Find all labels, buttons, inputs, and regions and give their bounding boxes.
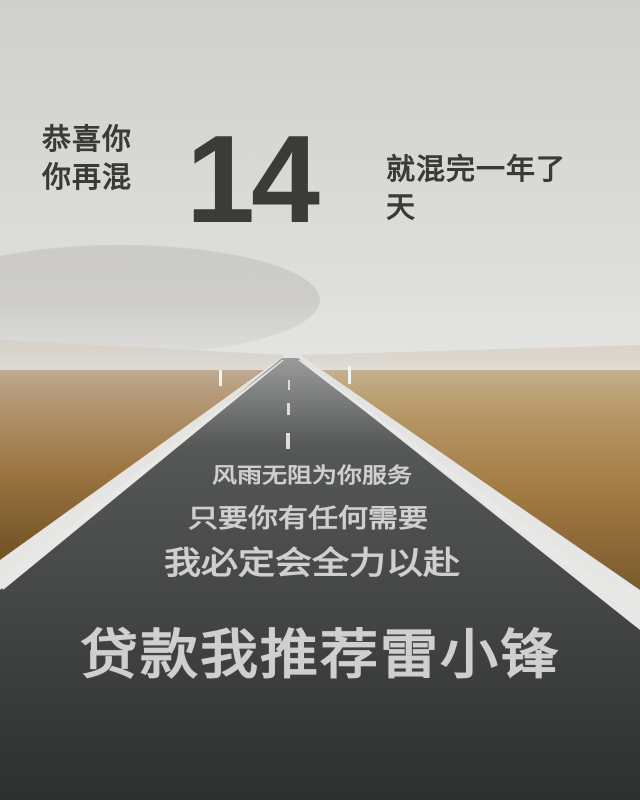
left-field (0, 340, 285, 560)
headline-left: 恭喜你 你再混 (42, 120, 132, 196)
road-text-line-3: 我必定会全力以赴 (164, 544, 460, 582)
headline-left-line-2: 你再混 (42, 160, 133, 194)
center-dash (287, 403, 290, 415)
left-edge-line (0, 360, 284, 590)
horizon-fog (0, 300, 640, 370)
road-surface (0, 358, 640, 800)
headline-left-line-1: 恭喜你 (42, 122, 133, 156)
road-text-line-2: 只要你有任何需要 (188, 504, 428, 534)
roadside-post (348, 366, 351, 384)
headline-right-line-1: 就混完一年了 (386, 152, 567, 186)
headline-right-line-2: 天 (386, 190, 417, 224)
day-number: 14 (186, 111, 320, 249)
right-edge-line (298, 360, 640, 622)
right-field (300, 345, 640, 590)
center-dash (286, 433, 290, 449)
road-text-line-4: 贷款我推荐雷小锋 (79, 623, 560, 686)
center-dash (288, 380, 290, 390)
roadside-post (219, 370, 222, 386)
road-text-line-1: 风雨无阻为你服务 (211, 462, 412, 488)
headline-right: 就混完一年了 天 (386, 150, 626, 226)
